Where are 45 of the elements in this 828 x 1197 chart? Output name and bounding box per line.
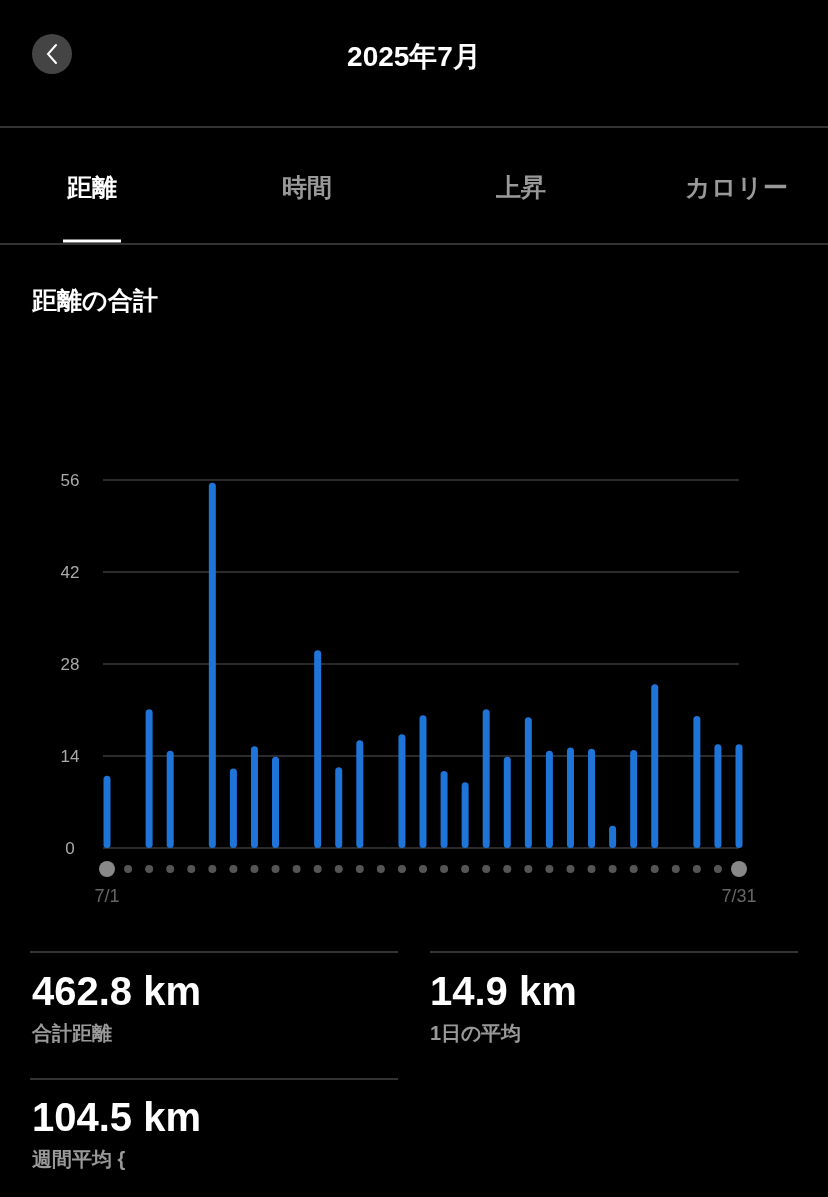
bar <box>335 767 343 848</box>
bar <box>208 482 216 848</box>
text: 合計距離 <box>31 1022 112 1044</box>
bar <box>419 715 427 848</box>
bar <box>651 684 659 848</box>
bar <box>398 734 406 848</box>
bar <box>166 750 174 848</box>
bar <box>103 775 111 848</box>
text: 週間平均 { <box>31 1148 126 1170</box>
bar <box>461 782 469 848</box>
bar <box>693 715 701 848</box>
x-tick-label: 7/1 <box>94 886 120 906</box>
chart-subtitle: 距離の合計 <box>31 286 158 314</box>
text: 462.8 km <box>32 969 202 1013</box>
text: 1日の平均 <box>430 1022 522 1044</box>
bar <box>503 756 511 848</box>
text: 上昇 <box>495 173 546 201</box>
bar <box>630 750 638 848</box>
bar <box>588 748 596 848</box>
text: 104.5 km <box>32 1095 202 1139</box>
y-tick-label: 42 <box>60 563 80 582</box>
x-tick-label: 7/31 <box>721 886 757 906</box>
bar <box>145 709 153 848</box>
y-tick-label: 0 <box>65 839 75 858</box>
bar <box>714 744 722 848</box>
bar <box>524 717 532 848</box>
bar <box>314 650 322 848</box>
bar <box>545 750 553 848</box>
text: 14.9 km <box>430 969 577 1013</box>
bar <box>250 746 258 848</box>
text: カロリー <box>684 173 788 201</box>
text: 時間 <box>282 173 332 201</box>
bar <box>566 747 574 848</box>
bar <box>272 756 280 848</box>
text: 距離 <box>66 173 117 201</box>
y-tick-label: 14 <box>60 747 80 766</box>
chart-title: 2025年7月 <box>347 41 481 72</box>
bar <box>482 709 490 848</box>
y-tick-label: 28 <box>60 655 80 674</box>
bar <box>735 744 743 848</box>
bar <box>356 740 364 848</box>
bar <box>229 768 237 848</box>
bar <box>440 771 448 848</box>
bar <box>609 825 617 848</box>
y-tick-label: 56 <box>60 471 80 490</box>
